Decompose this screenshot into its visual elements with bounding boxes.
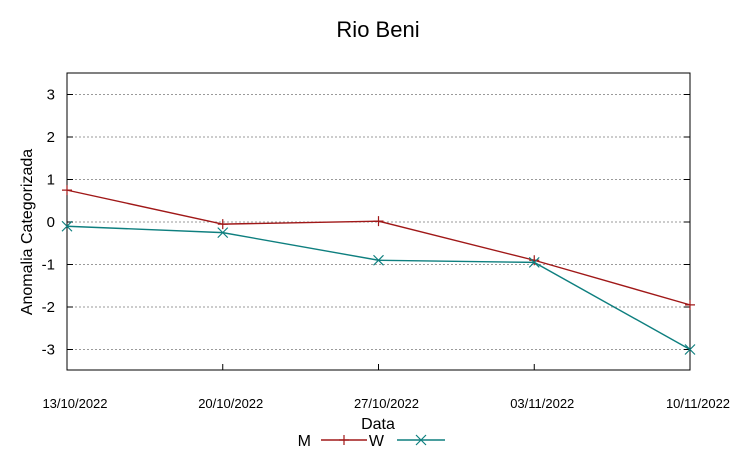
y-tick-label: 0 (47, 214, 55, 231)
y-axis-ticks: 3 2 1 0 -1 -2 -3 (42, 87, 690, 359)
series-w (61, 220, 696, 355)
y-tick-label: 2 (47, 129, 55, 146)
data-point (62, 185, 72, 196)
data-point (217, 219, 228, 230)
data-point (684, 344, 696, 355)
x-axis-ticks: 13/10/2022 20/10/2022 27/10/2022 03/11/2022… (42, 364, 730, 411)
x-tick-label: 13/10/2022 (42, 396, 107, 411)
y-tick-label: 3 (47, 87, 55, 104)
data-point (339, 435, 349, 445)
y-axis-label: Anomalia Categorizada (19, 149, 36, 315)
y-tick-label: -1 (42, 257, 55, 274)
y-tick-label: 1 (47, 172, 55, 189)
data-point (373, 216, 384, 227)
data-point (61, 220, 73, 232)
data-point (373, 254, 384, 266)
data-point (415, 434, 427, 446)
data-point (529, 255, 540, 266)
data-point (685, 299, 695, 310)
data-point (528, 256, 540, 268)
y-tick-label: -3 (42, 342, 55, 359)
legend-label: W (369, 433, 385, 450)
x-tick-label: 27/10/2022 (354, 396, 419, 411)
series-group (61, 185, 696, 355)
series-line (66, 189, 691, 306)
series-line (66, 225, 691, 351)
x-tick-label: 20/10/2022 (198, 396, 263, 411)
chart-title: Rio Beni (336, 17, 419, 42)
x-tick-label: 03/11/2022 (510, 396, 574, 411)
legend-label: M (298, 433, 311, 450)
data-point (217, 227, 229, 239)
x-tick-label: 10/11/2022 (666, 396, 730, 411)
x-axis-label: Data (361, 416, 395, 433)
y-tick-label: -2 (42, 299, 55, 316)
series-m (62, 185, 695, 310)
